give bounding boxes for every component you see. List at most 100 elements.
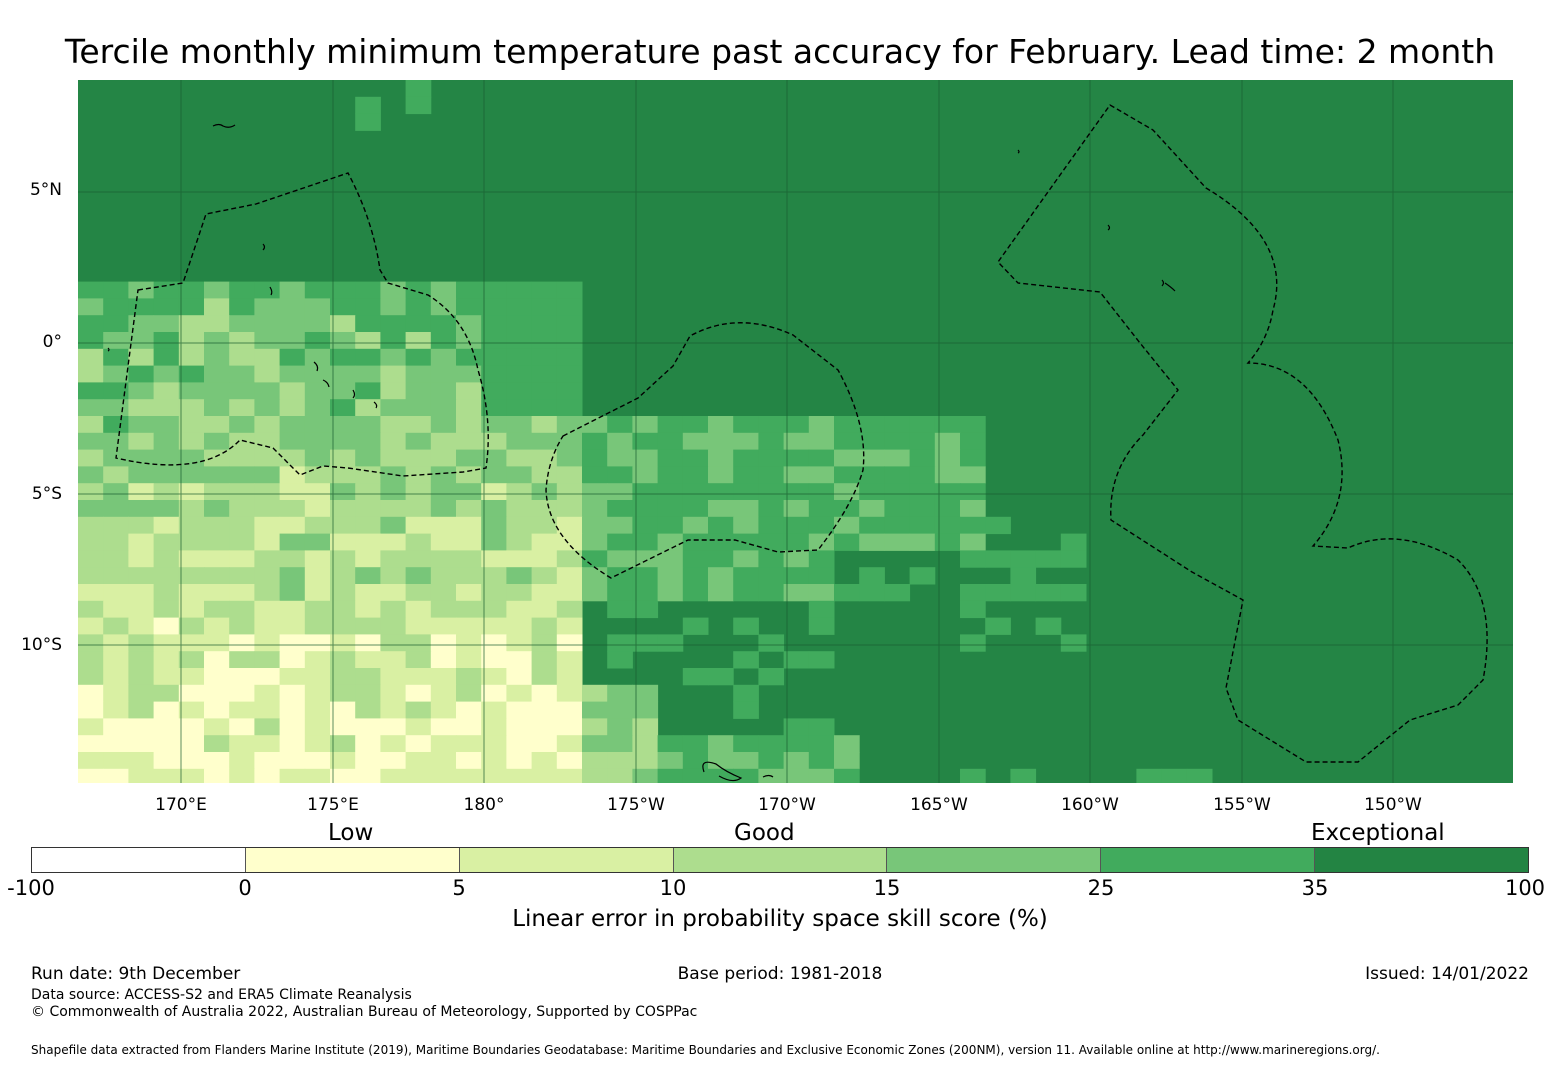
skill-cell [355,281,381,299]
skill-cell [254,432,281,451]
skill-cell [355,668,381,686]
skill-cell [304,550,331,568]
skill-cell [204,281,230,299]
skill-cell [582,735,608,753]
skill-cell [657,516,684,535]
skill-cell [254,651,281,669]
skill-cell [103,684,129,703]
skill-cell [103,701,129,719]
skill-cell [960,449,986,467]
skill-cell [380,399,407,417]
skill-cell [733,584,759,602]
skill-cell [355,651,381,669]
issued-date: Issued: 14/01/2022 [1365,964,1529,984]
colorbar-segment [1315,848,1529,872]
skill-cell [103,668,129,686]
skill-cell [355,399,381,417]
skill-cell [103,466,129,484]
skill-cell [531,550,558,568]
skill-cell [607,752,633,770]
skill-cell [153,617,180,635]
skill-cell [430,617,457,635]
skill-cell [153,432,180,451]
skill-cell [153,768,180,783]
skill-cell [556,365,583,383]
skill-cell [1010,768,1037,783]
skill-cell [153,668,180,686]
skill-cell [884,584,911,602]
skill-cell [859,533,885,551]
skill-cell [481,281,507,299]
skill-cell [556,298,583,316]
skill-cell [304,600,331,619]
skill-cell [330,634,356,652]
skill-cell [330,718,356,736]
skill-cell [304,567,331,585]
skill-cell [103,432,129,451]
skill-cell [481,315,507,333]
skill-cell [1035,550,1062,568]
skill-cell [556,600,583,619]
skill-cell [204,466,230,484]
skill-cell [531,684,558,703]
skill-cell [153,718,180,736]
skill-cell [733,735,759,753]
skill-cell [632,600,659,619]
skill-cell [808,735,835,753]
skill-cell [304,718,331,736]
skill-cell [153,701,180,719]
skill-cell [481,584,507,602]
skill-cell [405,600,432,619]
skill-cell [178,752,205,770]
skill-cell [128,332,155,350]
skill-cell [607,768,633,783]
skill-cell [758,634,785,652]
skill-cell [380,281,407,299]
skill-cell [783,768,810,783]
skill-cell [456,768,482,783]
skill-cell [178,516,205,535]
skill-cell [380,718,407,736]
skill-cell [103,399,129,417]
skill-cell [204,600,230,619]
skill-cell [456,651,482,669]
skill-cell [808,449,835,467]
skill-cell [456,752,482,770]
skill-cell [254,617,281,635]
skill-cell [960,600,986,619]
skill-cell [506,634,533,652]
skill-cell [78,500,104,518]
skill-cell [279,600,306,619]
skill-cell [128,668,155,686]
skill-cell [430,315,457,333]
skill-cell [380,584,407,602]
skill-cell [456,416,482,434]
skill-cell [380,483,407,501]
skill-cell [178,348,205,367]
skill-cell [279,634,306,652]
skill-cell [708,483,734,501]
skill-cell [355,550,381,568]
skill-cell [481,752,507,770]
skill-cell [531,416,558,434]
lon-label-160w: 160°W [1061,795,1119,815]
skill-cell [430,600,457,619]
skill-cell [1035,584,1062,602]
skill-cell [153,281,180,299]
skill-cell [1010,550,1037,568]
skill-cell [279,348,306,367]
skill-cell [405,348,432,367]
skill-cell [153,584,180,602]
skill-cell [808,768,835,783]
skill-score-map[interactable] [78,80,1513,783]
skill-cell [506,752,533,770]
skill-cell [78,466,104,484]
skill-cell [607,500,633,518]
skill-cell [229,332,255,350]
skill-cell [556,735,583,753]
lat-label-10s: 10°S [21,635,62,655]
skill-cell [128,416,155,434]
skill-cell [330,281,356,299]
skill-cell [934,432,961,451]
skill-cell [582,416,608,434]
